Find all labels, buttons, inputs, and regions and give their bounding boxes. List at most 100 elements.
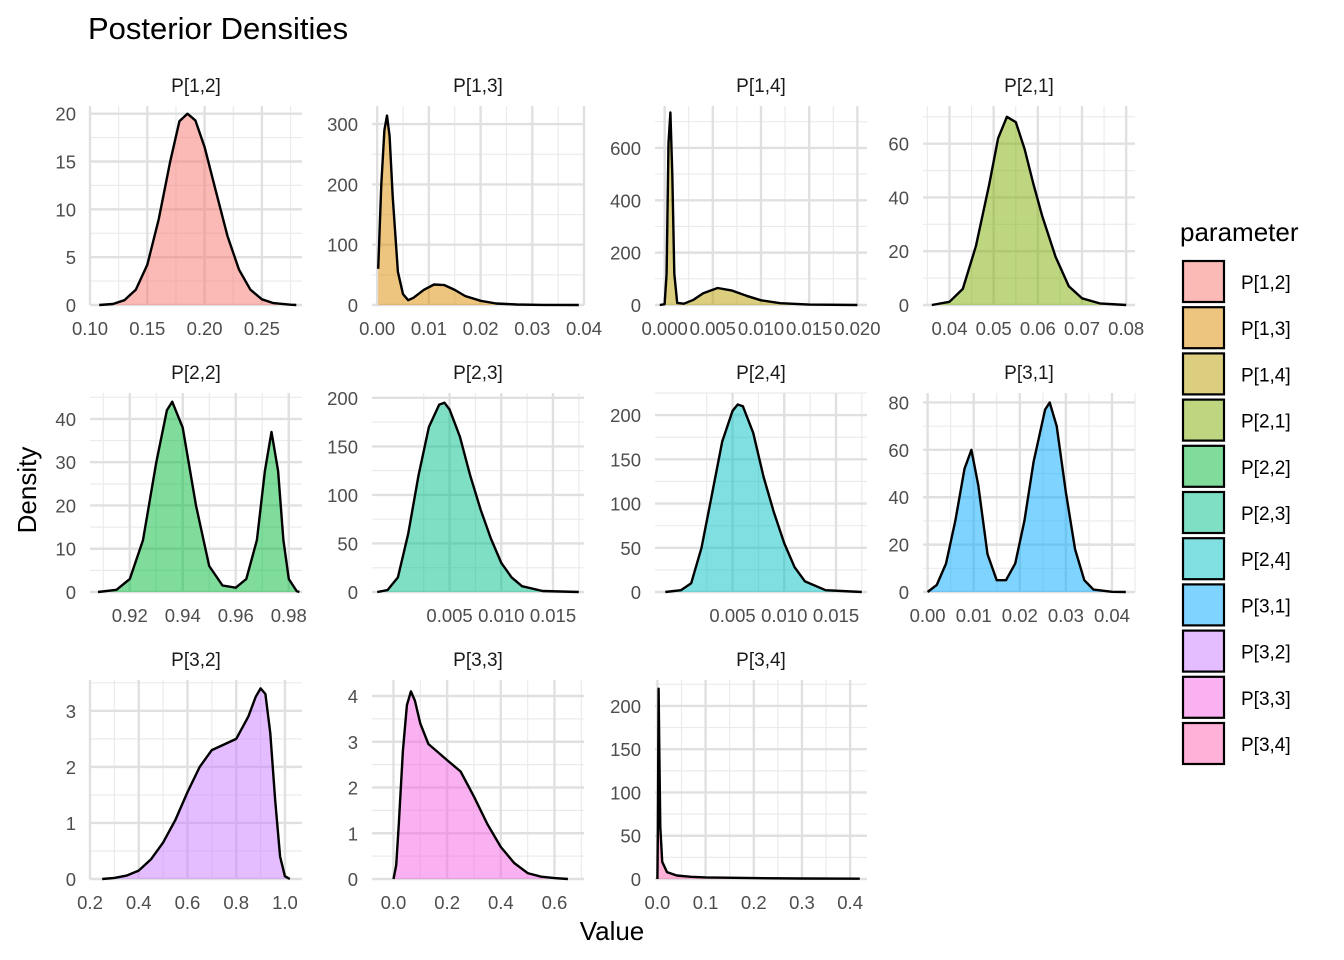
x-tick-label: 0.2: [741, 892, 767, 913]
x-tick-label: 0.03: [514, 318, 550, 339]
y-axis-label: Density: [12, 447, 42, 534]
y-tick-label: 100: [327, 485, 358, 506]
legend-title: parameter: [1180, 217, 1299, 247]
legend-key: [1181, 352, 1226, 396]
legend-item-p-3-4: P[3,4]: [1181, 721, 1291, 766]
y-tick-label: 30: [55, 452, 76, 473]
x-tick-label: 0.010: [761, 605, 807, 626]
y-tick-label: 1: [348, 823, 358, 844]
facet-strip-label: P[2,1]: [1004, 76, 1054, 97]
density-line-p-1-2: [99, 112, 297, 307]
y-tick-label: 300: [327, 114, 358, 135]
legend-item-p-2-4: P[2,4]: [1181, 537, 1291, 581]
y-tick-label: 200: [610, 243, 641, 264]
density-area-p-2-3: [377, 402, 579, 592]
x-tick-label: 0.15: [129, 318, 165, 339]
facet-panel-p-1-2: P[1,2] 0.10 0.15 0.20 0.25 0 5 10 15 20: [55, 76, 302, 339]
x-tick-label: 0.05: [976, 318, 1012, 339]
legend-label: P[3,4]: [1241, 735, 1291, 756]
legend-label: P[2,1]: [1241, 412, 1291, 433]
y-tick-label: 40: [888, 187, 909, 208]
y-tick-label: 50: [620, 538, 641, 559]
x-tick-label: 0.10: [72, 318, 108, 339]
density-line-p-3-2: [102, 687, 291, 881]
density-area-p-3-2: [102, 688, 290, 879]
x-tick-label: 0.4: [126, 892, 152, 913]
y-tick-label: 0: [348, 869, 358, 890]
density-area-p-3-1: [927, 402, 1126, 592]
legend-key: [1181, 537, 1226, 581]
legend-label: P[3,1]: [1241, 596, 1291, 617]
y-tick-label: 60: [888, 440, 909, 461]
y-tick-label: 60: [888, 134, 909, 155]
x-tick-label: 0.94: [165, 605, 201, 626]
x-tick-label: 0.6: [175, 892, 201, 913]
x-tick-label: 0.2: [434, 892, 460, 913]
y-tick-label: 20: [888, 535, 909, 556]
x-tick-label: 0.04: [566, 318, 602, 339]
density-line-p-2-1: [931, 115, 1127, 307]
legend-item-p-1-4: P[1,4]: [1181, 352, 1291, 396]
y-tick-label: 0: [899, 295, 909, 316]
y-tick-label: 150: [327, 436, 358, 457]
facet-strip-label: P[1,4]: [736, 76, 786, 97]
x-tick-label: 0.015: [786, 318, 832, 339]
y-tick-label: 0: [348, 582, 358, 603]
y-tick-label: 15: [55, 151, 76, 172]
density-line-p-3-3: [392, 690, 568, 881]
x-tick-label: 0.015: [530, 605, 576, 626]
density-area-p-3-4: [657, 688, 860, 879]
x-tick-label: 0.3: [789, 892, 815, 913]
legend-item-p-2-1: P[2,1]: [1181, 398, 1291, 442]
legend-key: [1181, 721, 1226, 766]
y-tick-label: 1: [66, 813, 76, 834]
legend-item-p-3-3: P[3,3]: [1181, 675, 1291, 719]
x-tick-label: 0.04: [1094, 605, 1130, 626]
y-tick-label: 40: [888, 487, 909, 508]
y-tick-label: 150: [610, 739, 641, 760]
x-tick-label: 0.08: [1108, 318, 1144, 339]
x-tick-label: 0.015: [813, 605, 859, 626]
x-tick-label: 0.8: [223, 892, 249, 913]
density-line-p-2-2: [97, 400, 300, 594]
y-tick-label: 3: [348, 732, 358, 753]
legend-label: P[2,4]: [1241, 550, 1291, 571]
y-tick-label: 3: [66, 701, 76, 722]
facet-strip-label: P[3,3]: [453, 650, 503, 671]
facet-panels: P[1,2]0.10 0.15 0.20 0.2505101520P[1,3]0.00…: [55, 76, 1144, 913]
legend-label: P[3,3]: [1241, 689, 1291, 710]
facet-strip-label: P[2,2]: [171, 363, 221, 384]
density-line-p-1-3: [377, 114, 579, 307]
x-tick-label: 0.07: [1064, 318, 1100, 339]
density-area-p-2-1: [931, 116, 1127, 305]
y-tick-label: 0: [66, 869, 76, 890]
y-tick-label: 50: [620, 826, 641, 847]
density-line-p-1-4: [659, 111, 858, 307]
facet-panel-p-3-1: P[3,1] 0.00 0.01 0.02 0.03 0.04 0 20 40 60 80: [888, 363, 1136, 626]
facet-panel-p-2-1: P[2,1] 0.04 0.05 0.06 0.07 0.08 0 20 40 60: [888, 76, 1144, 339]
legend-key: [1181, 444, 1226, 488]
y-tick-label: 0: [899, 582, 909, 603]
x-tick-label: 0.96: [218, 605, 254, 626]
facet-strip-label: P[3,4]: [736, 650, 786, 671]
facet-grid: [655, 106, 867, 307]
facet-grid: [655, 680, 867, 881]
y-tick-label: 400: [610, 190, 641, 211]
x-tick-label: 0.010: [738, 318, 784, 339]
x-tick-label: 0.20: [187, 318, 223, 339]
facet-panel-p-2-4: P[2,4] 0.005 0.010 0.015 0 50 100 150 200: [610, 363, 867, 626]
y-tick-label: 150: [610, 449, 641, 470]
legend-key: [1181, 398, 1226, 442]
x-tick-label: 0.06: [1020, 318, 1056, 339]
x-tick-label: 0.020: [834, 318, 880, 339]
y-tick-label: 0: [631, 582, 641, 603]
density-area-p-2-2: [98, 401, 300, 592]
x-tick-label: 0.01: [956, 605, 992, 626]
x-axis-label: Value: [580, 916, 645, 946]
x-tick-label: 0.1: [693, 892, 719, 913]
x-tick-label: 0.005: [709, 605, 755, 626]
x-tick-label: 0.2: [77, 892, 103, 913]
y-tick-label: 200: [327, 388, 358, 409]
y-tick-label: 10: [55, 539, 76, 560]
